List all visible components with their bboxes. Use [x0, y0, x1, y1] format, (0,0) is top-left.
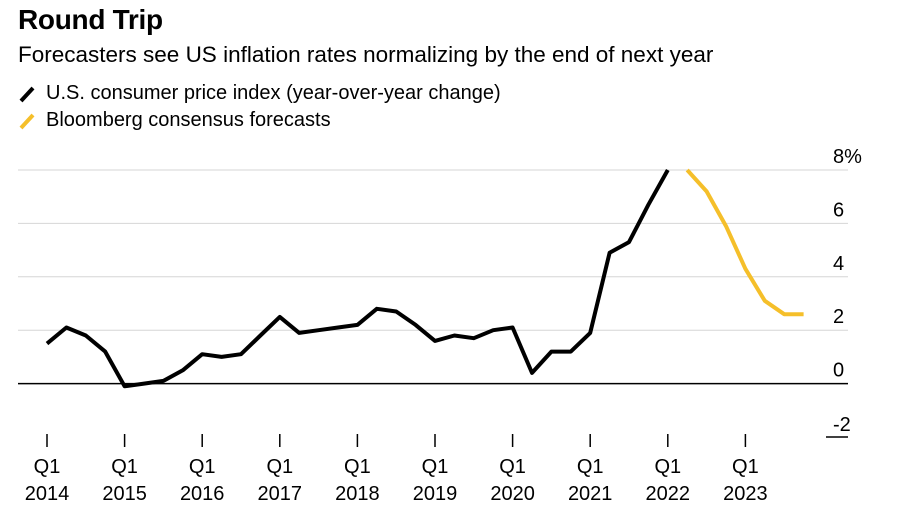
legend-swatch-cpi — [18, 84, 38, 104]
x-tick-label-year: 2019 — [413, 483, 458, 505]
x-tick-label-year: 2022 — [646, 483, 691, 505]
legend-label-forecast: Bloomberg consensus forecasts — [46, 109, 331, 131]
legend-label-cpi: U.S. consumer price index (year-over-yea… — [46, 82, 501, 104]
x-tick-label-year: 2018 — [335, 483, 380, 505]
y-tick-label: 8% — [833, 146, 862, 168]
y-tick-label: 0 — [833, 360, 844, 382]
series-line-forecast — [685, 168, 804, 317]
chart-title: Round Trip — [18, 4, 163, 35]
x-tick-label-year: 2021 — [568, 483, 613, 505]
x-tick-label-quarter: Q1 — [344, 456, 371, 478]
x-tick-label-quarter: Q1 — [34, 456, 61, 478]
y-tick-label: 4 — [833, 253, 844, 275]
x-tick-label-year: 2015 — [102, 483, 147, 505]
x-tick-label-quarter: Q1 — [111, 456, 138, 478]
x-tick-label-year: 2020 — [490, 483, 535, 505]
legend-swatch-forecast — [18, 111, 38, 131]
x-tick-label-quarter: Q1 — [189, 456, 216, 478]
x-tick-label-quarter: Q1 — [422, 456, 449, 478]
x-tick-label-quarter: Q1 — [654, 456, 681, 478]
series-line-cpi — [45, 169, 670, 389]
x-tick-label-year: 2014 — [25, 483, 70, 505]
y-tick-label: 6 — [833, 199, 844, 221]
x-tick-label-quarter: Q1 — [577, 456, 604, 478]
legend: U.S. consumer price index (year-over-yea… — [18, 80, 501, 134]
y-tick-label: 2 — [833, 306, 844, 328]
y-tick-label: -2 — [833, 414, 851, 436]
x-tick-label-quarter: Q1 — [732, 456, 759, 478]
legend-item-cpi: U.S. consumer price index (year-over-yea… — [18, 80, 501, 107]
x-tick-label-quarter: Q1 — [499, 456, 526, 478]
legend-item-forecast: Bloomberg consensus forecasts — [18, 107, 501, 134]
x-tick-label-quarter: Q1 — [266, 456, 293, 478]
x-tick-label-year: 2023 — [723, 483, 768, 505]
chart-subtitle: Forecasters see US inflation rates norma… — [18, 42, 714, 67]
x-tick-label-year: 2016 — [180, 483, 225, 505]
x-tick-label-year: 2017 — [258, 483, 303, 505]
